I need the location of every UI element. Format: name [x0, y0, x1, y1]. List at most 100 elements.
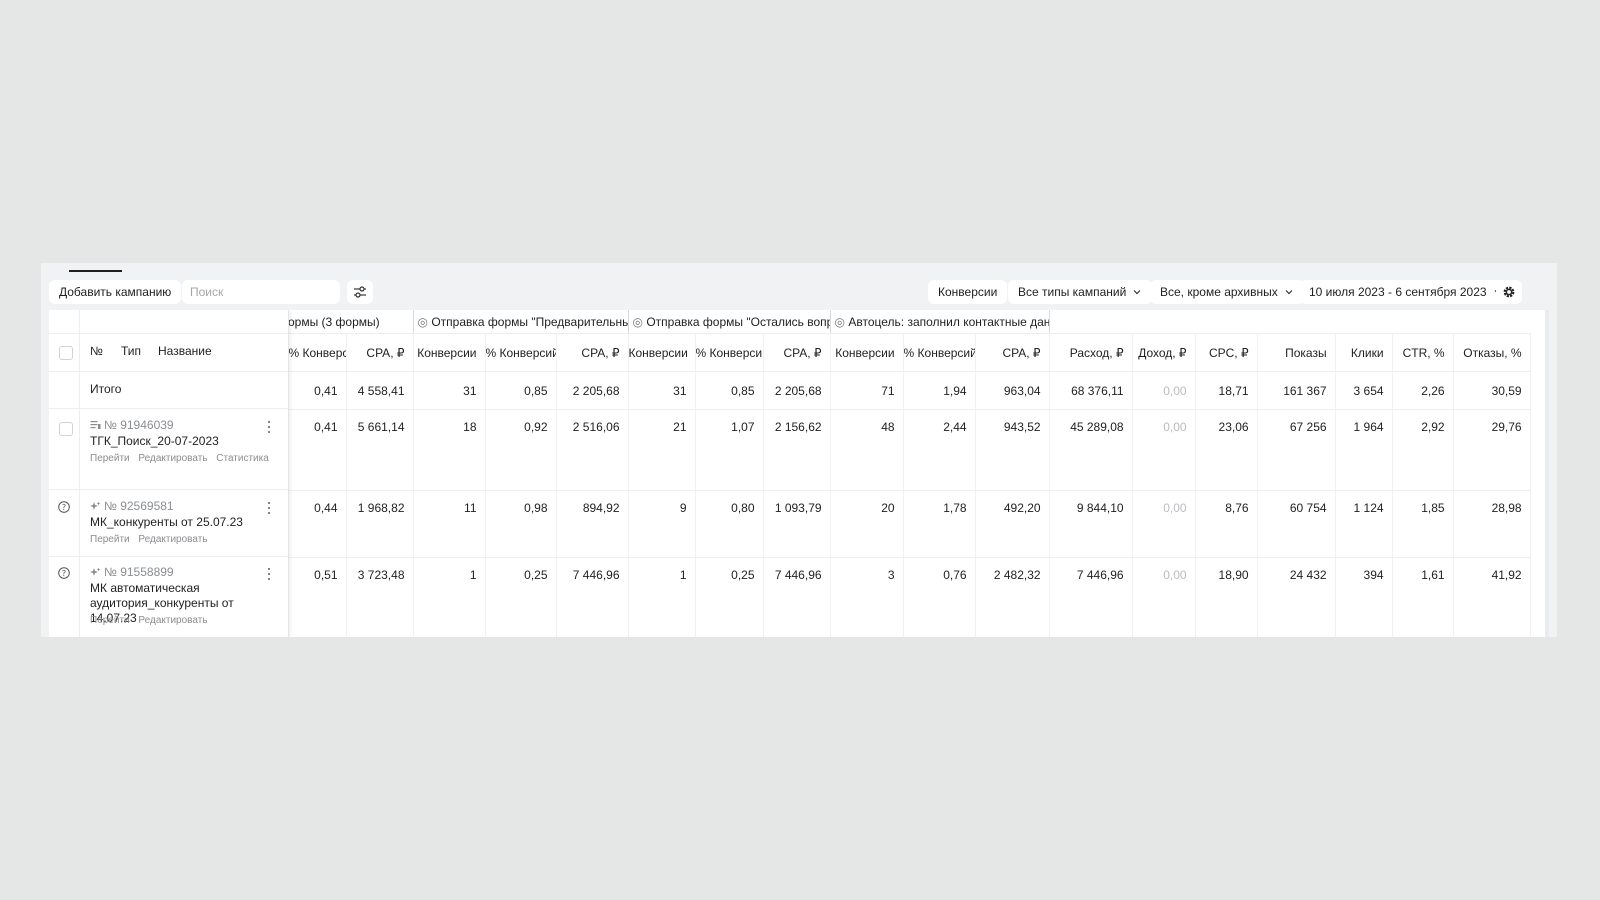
- table-cell: 2,44: [903, 409, 976, 491]
- column-header[interactable]: Расход, ₽: [1048, 333, 1133, 372]
- go-link[interactable]: Перейти: [90, 453, 130, 464]
- column-header[interactable]: CPA, ₽: [346, 333, 414, 372]
- total-cell: 2 205,68: [556, 371, 629, 410]
- go-link[interactable]: Перейти: [90, 615, 130, 626]
- column-header[interactable]: Конверсии: [412, 333, 486, 372]
- campaign-name[interactable]: МК_конкуренты от 25.07.23: [90, 515, 243, 529]
- table-cell: 2,92: [1392, 409, 1454, 491]
- table-cell: 1,78: [903, 490, 976, 558]
- total-cell: 963,04: [975, 371, 1050, 410]
- table-cell: 0,92: [485, 409, 557, 491]
- table-cell: 1,07: [695, 409, 764, 491]
- total-cell: 30,59: [1453, 371, 1531, 410]
- table-cell: 48: [829, 409, 904, 491]
- table-cell: 1 124: [1335, 490, 1393, 558]
- table-cell: 11: [412, 490, 486, 558]
- column-header[interactable]: CPA, ₽: [975, 333, 1050, 372]
- column-header[interactable]: % Конверси: [695, 333, 764, 372]
- total-cell: 68 376,11: [1048, 371, 1133, 410]
- settings-button[interactable]: [1496, 280, 1522, 304]
- campaign-id[interactable]: № 92569581: [90, 499, 174, 513]
- group-header: ◎ Отправка формы "Остались вопрос: [627, 310, 831, 334]
- name-column-header[interactable]: Название: [158, 344, 212, 358]
- statistics-link[interactable]: Статистика: [216, 453, 269, 464]
- edit-link[interactable]: Редактировать: [138, 453, 208, 464]
- more-actions-icon[interactable]: [267, 567, 271, 581]
- question-icon[interactable]: ?: [58, 567, 70, 579]
- total-cell: 0,85: [485, 371, 557, 410]
- table-cell: 7 446,96: [556, 557, 629, 637]
- campaign-id[interactable]: № 91946039: [90, 418, 174, 432]
- column-header[interactable]: CPC, ₽: [1195, 333, 1258, 372]
- select-all-checkbox[interactable]: [59, 346, 73, 360]
- sparkle-campaign-icon: [90, 501, 101, 510]
- campaign-id-text: № 91946039: [104, 418, 174, 432]
- column-header[interactable]: Доход, ₽: [1132, 333, 1196, 372]
- table-cell: 3: [829, 557, 904, 637]
- table-cell: 0,00: [1132, 409, 1196, 491]
- add-campaign-button[interactable]: Добавить кампанию: [49, 280, 182, 304]
- total-cell: 2 205,68: [763, 371, 831, 410]
- column-header[interactable]: Показы: [1257, 333, 1336, 372]
- chevron-down-icon: [1285, 290, 1293, 295]
- column-header[interactable]: Клики: [1335, 333, 1393, 372]
- table-cell: 23,06: [1195, 409, 1258, 491]
- table-cell: 1 964: [1335, 409, 1393, 491]
- total-cell: 0,85: [695, 371, 764, 410]
- table-cell: 3 723,48: [346, 557, 414, 637]
- frozen-name-column: № Тип Название Итого № 91946039 ТГК_Поис…: [49, 310, 289, 637]
- archive-filter-dropdown[interactable]: Все, кроме архивных: [1150, 280, 1304, 304]
- column-header[interactable]: Отказы, %: [1453, 333, 1531, 372]
- campaign-id-text: № 92569581: [104, 499, 174, 513]
- column-header[interactable]: CTR, %: [1392, 333, 1454, 372]
- group-title: Автоцель: заполнил контактные данны: [848, 314, 1050, 329]
- svg-text:?: ?: [62, 503, 66, 512]
- column-header[interactable]: % Конверси: [288, 333, 347, 372]
- total-cell: 1,94: [903, 371, 976, 410]
- table-cell: 0,00: [1132, 490, 1196, 558]
- more-actions-icon[interactable]: [267, 501, 271, 515]
- column-header[interactable]: % Конверсий: [903, 333, 976, 372]
- column-header[interactable]: CPA, ₽: [763, 333, 831, 372]
- column-header[interactable]: CPA, ₽: [556, 333, 629, 372]
- group-header: ◎ Автоцель: заполнил контактные данны: [829, 310, 1050, 334]
- campaign-id[interactable]: № 91558899: [90, 565, 174, 579]
- table-cell: 1,85: [1392, 490, 1454, 558]
- table-cell: 21: [627, 409, 696, 491]
- svg-text:?: ?: [62, 569, 66, 578]
- table-cell: 0,25: [485, 557, 557, 637]
- column-header[interactable]: % Конверсий: [485, 333, 557, 372]
- question-icon[interactable]: ?: [58, 501, 70, 513]
- filter-settings-button[interactable]: [347, 280, 373, 304]
- column-header[interactable]: Конверсии: [829, 333, 904, 372]
- more-actions-icon[interactable]: [267, 420, 271, 434]
- table-cell: 5 661,14: [346, 409, 414, 491]
- campaign-id-text: № 91558899: [104, 565, 174, 579]
- search-input[interactable]: [182, 280, 340, 304]
- table-cell: 394: [1335, 557, 1393, 637]
- campaign-name[interactable]: МК автоматическая аудитория_конкуренты о…: [90, 581, 234, 625]
- go-link[interactable]: Перейти: [90, 534, 130, 545]
- edit-link[interactable]: Редактировать: [138, 534, 208, 545]
- type-column-header[interactable]: Тип: [121, 344, 142, 358]
- conversions-button[interactable]: Конверсии: [928, 280, 1008, 304]
- table-cell: 0,25: [695, 557, 764, 637]
- table-cell: 0,80: [695, 490, 764, 558]
- column-header[interactable]: Конверсии: [627, 333, 696, 372]
- campaign-types-dropdown[interactable]: Все типы кампаний: [1008, 280, 1153, 304]
- table-cell: 18,90: [1195, 557, 1258, 637]
- table-cell: 28,98: [1453, 490, 1531, 558]
- number-column-header[interactable]: №: [90, 344, 103, 358]
- archive-filter-label: Все, кроме архивных: [1160, 285, 1278, 299]
- data-grid: ормы (3 формы) ◎ Отправка формы "Предвар…: [49, 310, 1531, 637]
- gear-icon: [1503, 286, 1515, 298]
- vertical-scrollbar[interactable]: [1545, 310, 1549, 637]
- campaign-name[interactable]: ТГК_Поиск_20-07-2023: [90, 434, 219, 448]
- table-cell: 45 289,08: [1048, 409, 1133, 491]
- total-cell: 18,71: [1195, 371, 1258, 410]
- table-cell: 943,52: [975, 409, 1050, 491]
- row-checkbox[interactable]: [59, 422, 73, 436]
- date-range-dropdown[interactable]: 10 июля 2023 - 6 сентября 2023: [1299, 280, 1513, 304]
- total-cell: 4 558,41: [346, 371, 414, 410]
- edit-link[interactable]: Редактировать: [138, 615, 208, 626]
